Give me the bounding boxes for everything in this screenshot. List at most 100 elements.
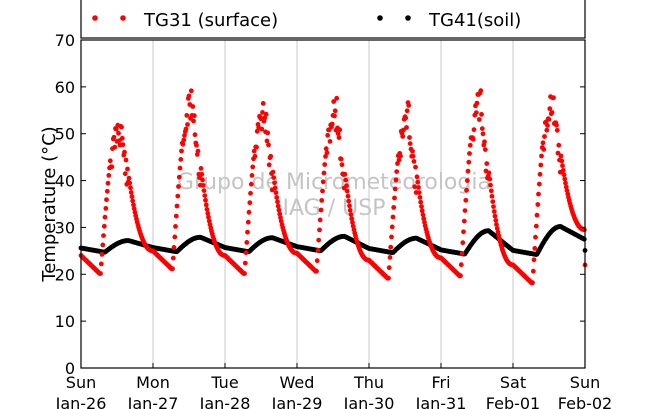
data-point-surface [120, 142, 126, 148]
data-point-surface [194, 142, 199, 148]
data-point-surface [244, 240, 250, 245]
x-tick-label-day: Wed [280, 373, 315, 392]
data-point-surface [250, 164, 256, 170]
x-axis: Sun Jan-26 Mon Jan-27 Tue Jan-28 Wed Jan-29 Thu J… [55, 363, 612, 409]
legend-entry-surface: TG31 (surface) [92, 10, 278, 31]
data-point-surface [464, 187, 469, 193]
data-point-surface [386, 265, 392, 271]
data-point-surface [254, 144, 259, 150]
data-point-surface [99, 252, 105, 257]
data-point-surface [467, 142, 473, 148]
data-point-surface [458, 273, 463, 279]
data-point-surface [420, 212, 426, 218]
data-point-surface [334, 95, 340, 101]
data-point-surface [416, 190, 422, 196]
data-point-surface [242, 260, 248, 266]
data-point-surface [386, 275, 391, 281]
data-point-surface [486, 170, 492, 176]
data-point-surface [263, 111, 269, 117]
data-point-surface [324, 150, 330, 156]
data-point-surface [272, 185, 278, 191]
data-point-surface [463, 197, 469, 203]
data-point-surface [266, 142, 271, 148]
y-tick-label: 30 [55, 218, 75, 237]
data-point-surface [531, 257, 537, 263]
data-point-surface [198, 166, 204, 171]
y-axis: 0 10 20 30 40 50 60 70 [55, 31, 585, 378]
data-point-surface [314, 258, 320, 264]
data-point-surface [260, 101, 266, 106]
data-point-surface [473, 110, 479, 115]
data-point-surface [474, 100, 480, 106]
data-point-surface [563, 180, 568, 186]
y-tick-label: 50 [55, 125, 75, 144]
data-point-surface [339, 162, 345, 168]
x-tick-label-date: Jan-28 [199, 394, 251, 409]
data-point-surface [273, 190, 279, 196]
data-point-surface [173, 213, 179, 219]
x-tick-label-day: Sat [500, 373, 526, 392]
data-point-surface [332, 113, 337, 119]
data-point-surface [493, 218, 499, 223]
data-point-surface [276, 207, 282, 213]
data-point-surface [106, 173, 112, 178]
data-point-surface [487, 176, 493, 182]
data-point-surface [205, 211, 211, 216]
data-point-surface [542, 134, 547, 139]
data-point-surface [404, 125, 409, 130]
data-point-surface [131, 202, 136, 208]
data-point-surface [321, 170, 327, 176]
data-point-surface [104, 188, 110, 194]
data-point-surface [390, 214, 396, 220]
data-point-surface [388, 244, 394, 250]
data-point-surface [203, 197, 208, 203]
data-point-surface [119, 124, 124, 130]
data-point-surface [534, 212, 540, 218]
data-point-surface [343, 177, 349, 183]
y-tick-label: 0 [65, 359, 75, 378]
data-point-surface [488, 182, 493, 188]
data-point-surface [270, 169, 276, 175]
data-point-surface [319, 198, 325, 203]
data-point-surface [170, 266, 175, 272]
data-point-surface [346, 198, 352, 204]
data-point-surface [200, 177, 205, 183]
data-point-surface [248, 190, 253, 196]
data-point-surface [249, 173, 255, 178]
x-tick-label-date: Jan-31 [415, 394, 467, 409]
data-point-surface [581, 227, 587, 233]
data-point-surface [482, 139, 487, 145]
x-tick-label-date: Feb-01 [486, 394, 540, 409]
data-point-surface [489, 193, 495, 199]
data-point-surface [98, 271, 103, 276]
data-point-surface [544, 127, 550, 133]
data-point-surface [192, 132, 198, 138]
legend-marker-surface [92, 15, 98, 21]
data-point-surface [178, 157, 184, 162]
data-point-surface [127, 180, 133, 186]
data-point-surface [410, 148, 415, 154]
x-tick-label-day: Sun [570, 373, 600, 392]
data-point-surface [536, 181, 542, 187]
data-point-surface [476, 117, 482, 122]
data-point-surface [336, 135, 342, 141]
data-point-surface [467, 151, 472, 156]
data-point-surface [102, 214, 108, 220]
data-point-surface [195, 148, 201, 154]
legend-box [80, 0, 586, 39]
data-point-surface [268, 153, 274, 159]
data-point-surface [323, 146, 329, 152]
data-point-surface [199, 171, 205, 177]
data-point-surface [320, 179, 326, 185]
data-point-surface [176, 184, 181, 189]
x-tick-label-date: Feb-02 [558, 394, 612, 409]
data-point-surface [556, 142, 562, 148]
data-point-surface [243, 250, 249, 256]
y-tick-label: 20 [55, 265, 75, 284]
data-point-surface [171, 245, 177, 250]
data-point-surface [262, 115, 268, 121]
data-point-surface [185, 122, 190, 127]
data-point-surface [338, 156, 344, 162]
data-point-surface [560, 167, 566, 173]
data-point-surface [416, 185, 421, 190]
